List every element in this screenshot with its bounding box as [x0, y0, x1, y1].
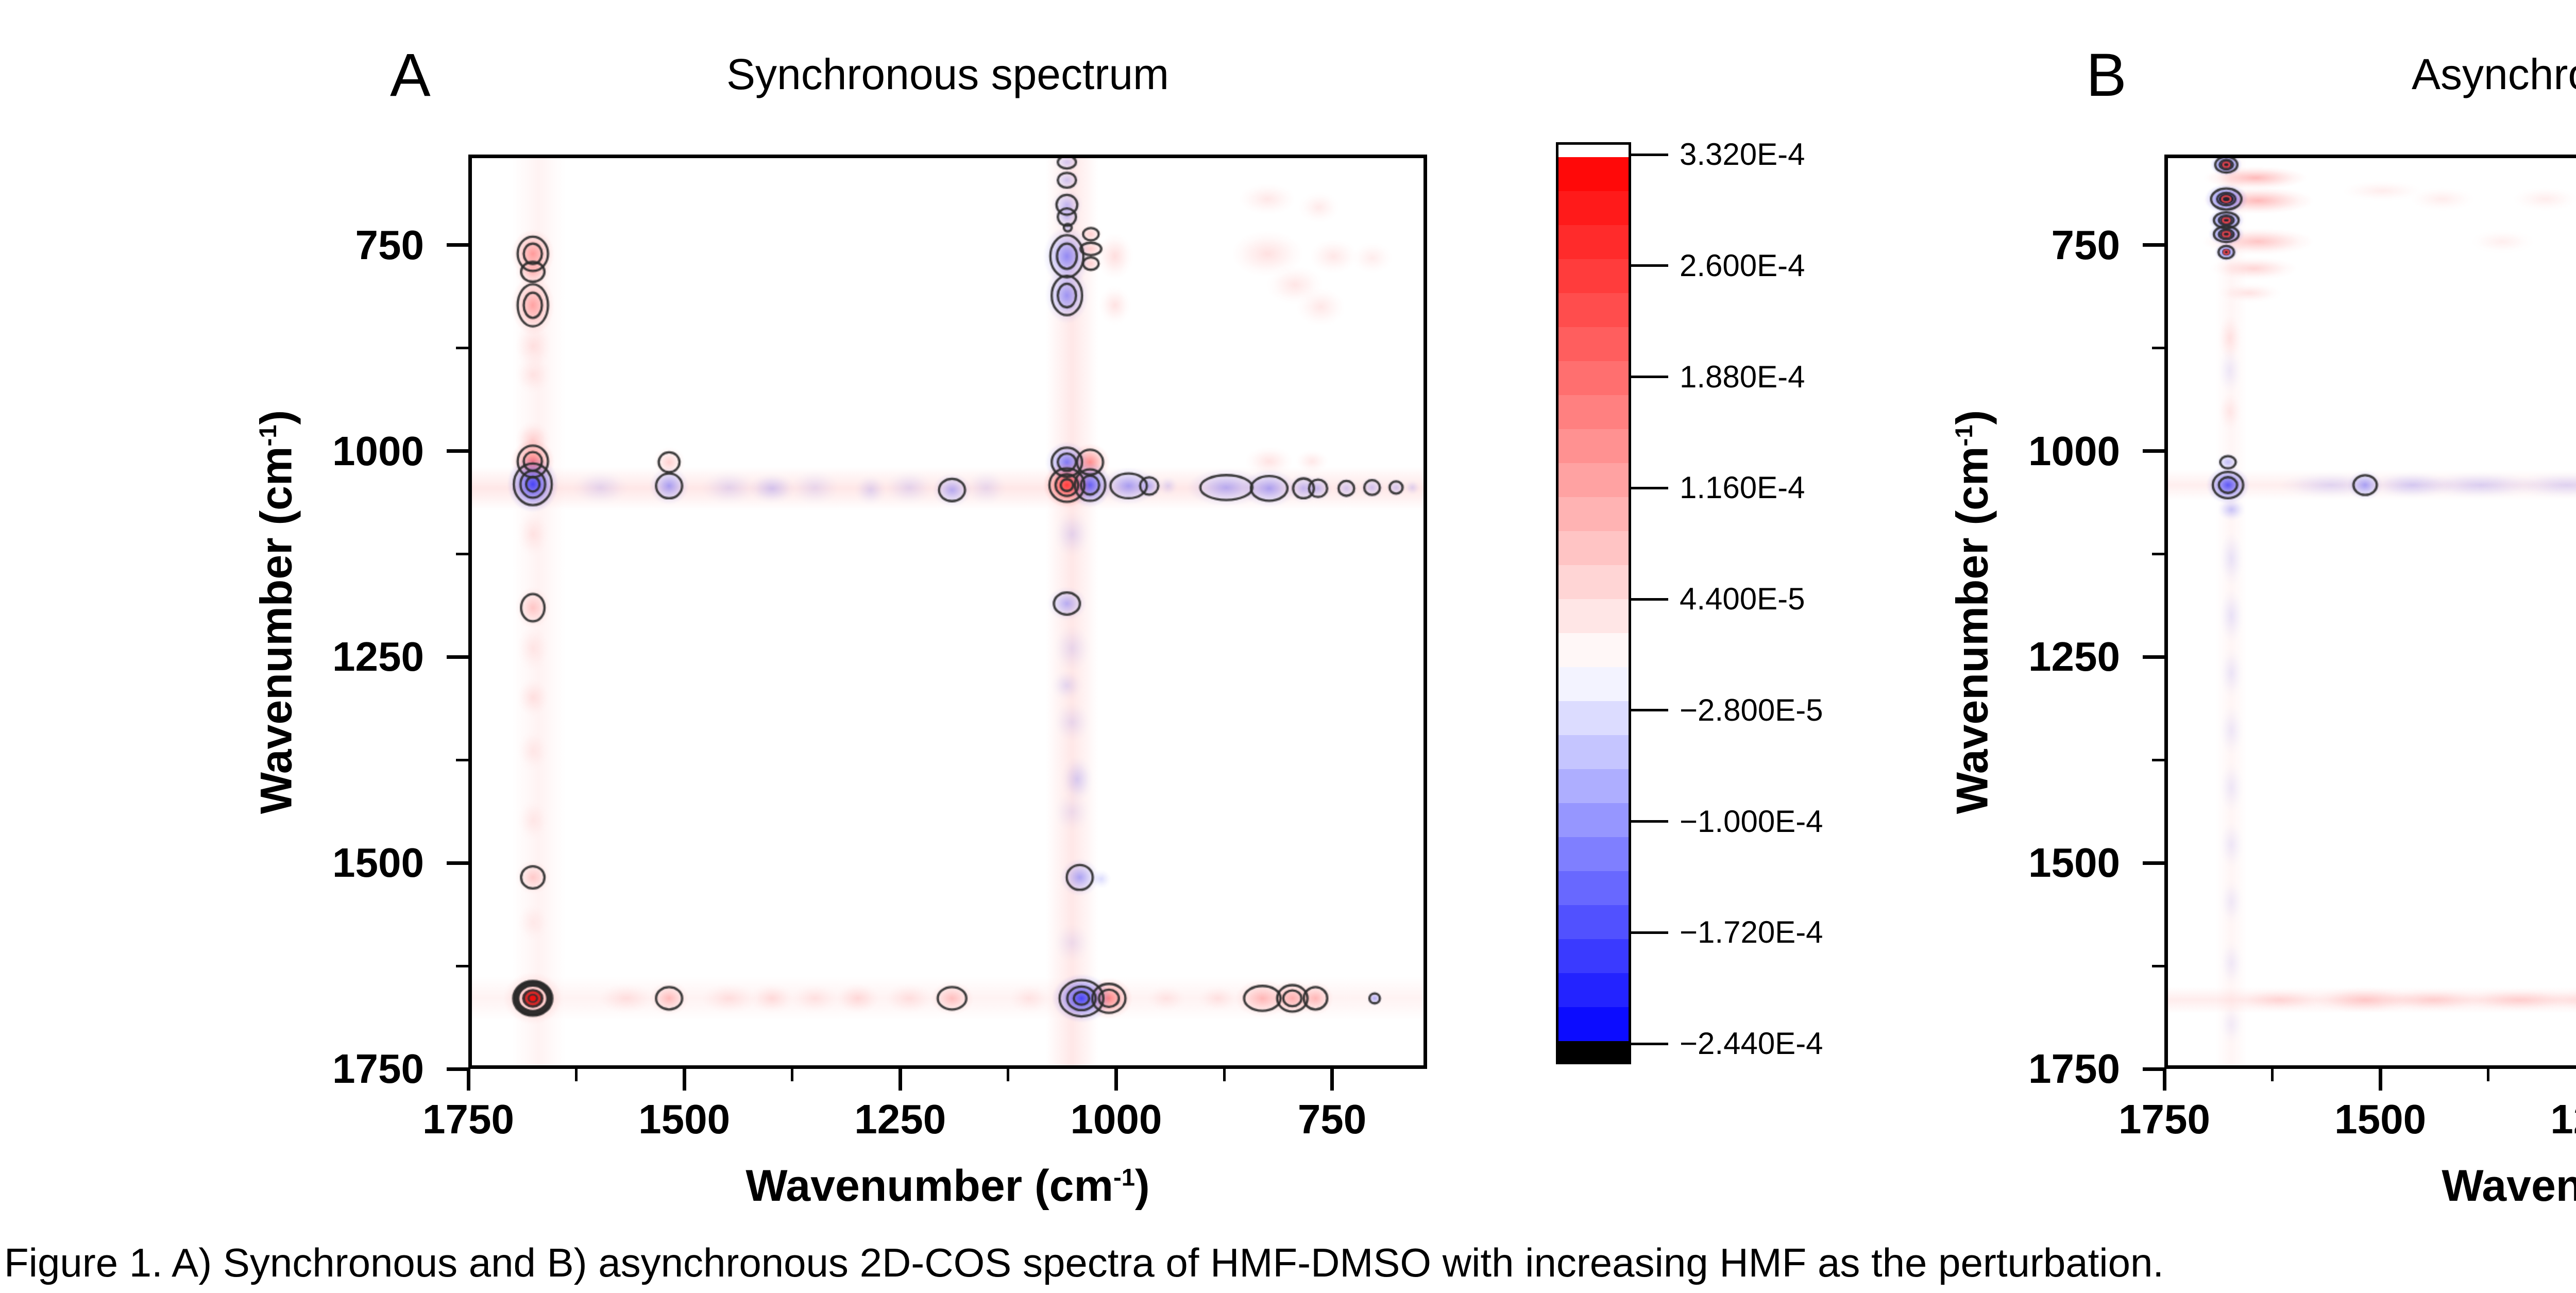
x-major-tick: [682, 1069, 686, 1091]
x-tick-label: 1750: [422, 1096, 514, 1142]
y-tick-label: 1500: [2028, 840, 2120, 886]
x-tick-label: 1250: [2550, 1096, 2576, 1142]
y-tick-label: 1750: [332, 1046, 424, 1092]
y-minor-tick: [2152, 347, 2164, 350]
y-major-tick: [447, 1067, 468, 1071]
x-axis-label-text: Wavenumber (cm: [2442, 1161, 2576, 1211]
y-axis-label-close: ): [1947, 410, 1997, 424]
colorbar-synchronous: [1556, 142, 1631, 1064]
contour-canvas-asynchronous: [2168, 158, 2576, 1065]
x-tick-label: 750: [1297, 1096, 1367, 1142]
colorbar-tick: [1631, 153, 1668, 156]
colorbar-tick: [1631, 820, 1668, 823]
colorbar-tick: [1631, 931, 1668, 934]
colorbar-tick: [1631, 376, 1668, 378]
x-major-tick: [1114, 1069, 1118, 1091]
panel-title-asynchronous: Asynchronous spectrum: [2411, 50, 2576, 98]
x-axis-label-close: ): [1135, 1161, 1150, 1211]
x-axis-label-text: Wavenumber (cm: [745, 1161, 1113, 1211]
y-major-tick: [2143, 655, 2164, 659]
x-minor-tick: [1007, 1069, 1010, 1081]
colorbar-tick-label: −1.720E-4: [1680, 915, 1823, 950]
y-major-tick: [2143, 1067, 2164, 1071]
y-major-tick: [447, 861, 468, 865]
y-tick-label: 750: [2051, 222, 2120, 268]
colorbar-tick-label: 1.880E-4: [1680, 359, 1805, 394]
y-tick-label: 1250: [2028, 634, 2120, 680]
colorbar-tick-label: 3.320E-4: [1680, 137, 1805, 172]
y-axis-label-text: Wavenumber (cm: [1947, 446, 1997, 814]
y-tick-label: 1000: [332, 428, 424, 474]
colorbar-tick-label: −1.000E-4: [1680, 804, 1823, 839]
y-major-tick: [447, 243, 468, 247]
x-axis-label-superscript: -1: [1113, 1164, 1136, 1192]
x-tick-label: 1500: [638, 1096, 731, 1142]
x-axis-label: Wavenumber (cm-1): [2164, 1161, 2576, 1212]
y-tick-label: 750: [355, 222, 424, 268]
y-tick-label: 1750: [2028, 1046, 2120, 1092]
y-minor-tick: [456, 758, 468, 761]
colorbar-tick: [1631, 598, 1668, 601]
y-minor-tick: [2152, 553, 2164, 556]
x-minor-tick: [2271, 1069, 2274, 1081]
figure-caption: Figure 1. A) Synchronous and B) asynchro…: [4, 1240, 2164, 1285]
colorbar-tick: [1631, 486, 1668, 489]
plot-area-synchronous: [468, 155, 1427, 1069]
x-tick-label: 1250: [854, 1096, 946, 1142]
y-tick-label: 1500: [332, 840, 424, 886]
x-major-tick: [898, 1069, 902, 1091]
colorbar-tick: [1631, 1042, 1668, 1045]
y-minor-tick: [456, 553, 468, 556]
panel-title-synchronous: Synchronous spectrum: [726, 50, 1170, 98]
y-minor-tick: [456, 964, 468, 967]
colorbar-tick-label: −2.800E-5: [1680, 692, 1823, 727]
x-axis-label: Wavenumber (cm-1): [468, 1161, 1427, 1212]
panel-letter-b: B: [2086, 41, 2127, 109]
y-major-tick: [447, 449, 468, 453]
x-major-tick: [2162, 1069, 2166, 1091]
colorbar-tick-label: −2.440E-4: [1680, 1026, 1823, 1061]
colorbar-tick: [1631, 709, 1668, 712]
y-major-tick: [447, 655, 468, 659]
y-minor-tick: [2152, 964, 2164, 967]
x-minor-tick: [575, 1069, 578, 1081]
x-minor-tick: [1223, 1069, 1226, 1081]
x-major-tick: [2378, 1069, 2382, 1091]
y-major-tick: [2143, 449, 2164, 453]
x-minor-tick: [791, 1069, 794, 1081]
x-major-tick: [466, 1069, 470, 1091]
plot-area-asynchronous: [2164, 155, 2576, 1069]
colorbar-tick-label: 2.600E-4: [1680, 248, 1805, 283]
y-minor-tick: [2152, 758, 2164, 761]
colorbar-tick: [1631, 264, 1668, 267]
x-tick-label: 1000: [1070, 1096, 1162, 1142]
y-major-tick: [2143, 861, 2164, 865]
y-major-tick: [2143, 243, 2164, 247]
y-tick-label: 1250: [332, 634, 424, 680]
x-tick-label: 1750: [2119, 1096, 2210, 1142]
colorbar-tick-label: 1.160E-4: [1680, 470, 1805, 505]
panel-letter-a: A: [390, 41, 431, 109]
y-minor-tick: [456, 347, 468, 350]
contour-canvas-synchronous: [472, 158, 1423, 1065]
x-major-tick: [1330, 1069, 1334, 1091]
colorbar-tick-label: 4.400E-5: [1680, 582, 1805, 616]
x-tick-label: 1500: [2334, 1096, 2427, 1142]
x-minor-tick: [2487, 1069, 2490, 1081]
y-tick-label: 1000: [2028, 428, 2120, 474]
